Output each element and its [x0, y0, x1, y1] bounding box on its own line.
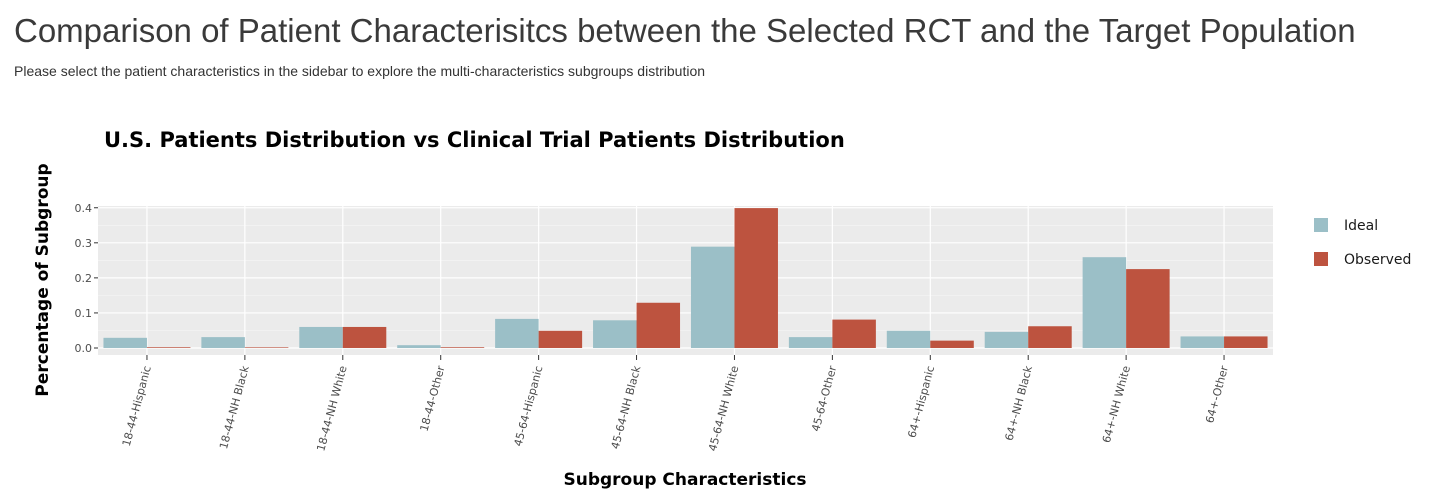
bar-observed-64-hispanic[interactable] [930, 340, 974, 348]
bar-ideal-45-64-nh-black[interactable] [593, 320, 637, 348]
x-tick-label: 45-64-Hispanic [512, 364, 546, 447]
x-axis: 18-44-Hispanic 18-44-NH Black 18-44-NH Whi… [120, 355, 1231, 453]
bar-observed-64-nh-white[interactable] [1126, 269, 1170, 348]
bar-ideal-45-64-nh-white[interactable] [690, 246, 735, 348]
x-tick-label: 45-64-Other [809, 364, 839, 433]
bar-observed-45-64-other[interactable] [832, 319, 876, 348]
y-axis: 0.0 0.1 0.2 0.3 0.4 [75, 202, 98, 355]
bar-observed-18-44-nh-white[interactable] [342, 326, 387, 348]
y-tick-label: 0.1 [75, 307, 93, 320]
bar-ideal-18-44-other[interactable] [397, 345, 441, 348]
bar-ideal-45-64-hispanic[interactable] [495, 318, 539, 348]
bar-ideal-18-44-nh-black[interactable] [201, 337, 245, 348]
y-tick-label: 0.0 [75, 342, 93, 355]
bar-observed-45-64-nh-black[interactable] [636, 302, 681, 348]
x-tick-label: 18-44-Hispanic [120, 364, 154, 447]
x-tick-label: 64+-NH Black [1003, 364, 1036, 442]
bars [103, 208, 1268, 348]
bar-observed-18-44-hispanic[interactable] [146, 347, 191, 348]
legend-item-ideal[interactable]: Ideal [1314, 218, 1378, 234]
x-tick-label: 64+-Other [1203, 364, 1231, 425]
bar-observed-45-64-hispanic[interactable] [538, 330, 583, 348]
x-tick-label: 18-44-NH White [314, 364, 349, 453]
y-tick-label: 0.3 [75, 237, 93, 250]
bar-ideal-64-hispanic[interactable] [886, 330, 931, 348]
page-title: Comparison of Patient Characterisitcs be… [14, 12, 1356, 49]
x-tick-label: 18-44-Other [418, 364, 448, 433]
legend-label: Ideal [1344, 218, 1378, 234]
bar-ideal-45-64-other[interactable] [788, 337, 833, 348]
bar-ideal-64-nh-white[interactable] [1082, 257, 1127, 348]
bar-observed-64-other[interactable] [1224, 336, 1268, 348]
page-subtitle: Please select the patient characteristic… [14, 63, 706, 79]
x-axis-title: Subgroup Characteristics [563, 470, 806, 490]
bar-ideal-64-other[interactable] [1180, 336, 1225, 348]
x-tick-label: 45-64-NH White [706, 364, 741, 453]
legend[interactable]: Ideal Observed [1314, 218, 1411, 268]
bar-ideal-18-44-nh-white[interactable] [299, 326, 343, 348]
bar-observed-18-44-nh-black[interactable] [244, 347, 289, 348]
x-tick-label: 64+-NH White [1100, 364, 1133, 444]
y-axis-title: Percentage of Subgroup [33, 163, 53, 396]
legend-swatch [1314, 218, 1328, 232]
bar-ideal-18-44-hispanic[interactable] [103, 337, 147, 348]
legend-item-observed[interactable]: Observed [1314, 252, 1411, 268]
chart-title: U.S. Patients Distribution vs Clinical T… [104, 128, 845, 152]
y-tick-label: 0.2 [75, 272, 93, 285]
x-tick-label: 64+-Hispanic [905, 364, 937, 439]
bar-observed-45-64-nh-white[interactable] [734, 208, 778, 348]
x-tick-label: 18-44-NH Black [217, 364, 252, 451]
y-tick-label: 0.4 [75, 202, 93, 215]
legend-label: Observed [1344, 252, 1411, 268]
bar-ideal-64-nh-black[interactable] [984, 331, 1029, 348]
bar-observed-64-nh-black[interactable] [1028, 326, 1072, 348]
x-tick-label: 45-64-NH Black [609, 364, 644, 451]
legend-swatch [1314, 252, 1328, 266]
bar-observed-18-44-other[interactable] [440, 347, 485, 348]
